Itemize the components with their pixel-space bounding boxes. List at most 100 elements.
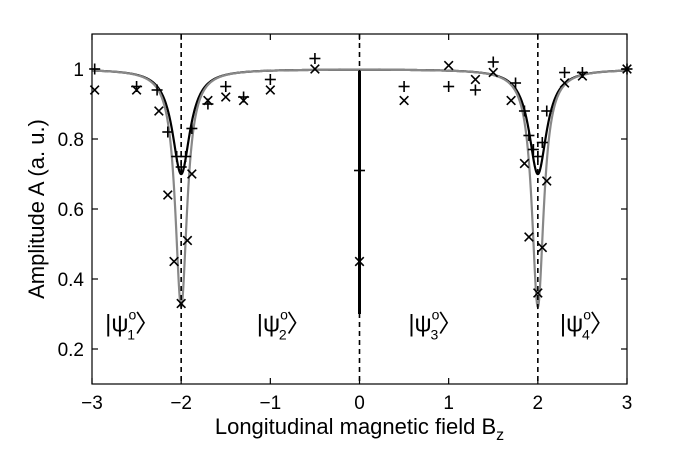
x-tick-label: 0 <box>354 393 365 414</box>
point-cross-20 <box>524 232 534 242</box>
cross-b <box>265 85 276 95</box>
point-cross-23 <box>541 176 552 186</box>
cross-b <box>154 106 164 116</box>
region-sub: 4 <box>582 327 590 343</box>
point-cross-16 <box>470 74 481 85</box>
region-label-3: |ψo 3〉 <box>408 307 462 343</box>
region-label-2: |ψo 2〉 <box>257 307 311 343</box>
cross-b <box>519 158 530 169</box>
cross-b <box>238 95 249 106</box>
cross-b <box>443 60 454 71</box>
cross-b <box>577 71 588 81</box>
point-cross-15 <box>443 60 454 71</box>
point-plus-21 <box>527 144 539 155</box>
cross-b <box>203 95 213 106</box>
point-cross-6 <box>182 235 193 246</box>
cross-b <box>532 288 543 298</box>
point-cross-14 <box>399 95 409 106</box>
point-plus-24 <box>541 105 553 117</box>
cross-b <box>354 256 365 267</box>
point-cross-2 <box>154 106 164 116</box>
y-tick-label: 0.2 <box>58 340 84 361</box>
cross-b <box>187 169 197 179</box>
cross-b <box>176 298 187 309</box>
region-psi: |ψ <box>408 311 431 338</box>
point-plus-23 <box>536 137 548 148</box>
cross-b <box>559 78 570 88</box>
x-tick-label: −2 <box>170 393 192 414</box>
region-close: 〉 <box>287 311 311 338</box>
y-tick-label: 0.8 <box>58 130 84 151</box>
y-axis-label: Amplitude A (a. u.) <box>24 119 49 299</box>
point-plus-11 <box>264 74 276 85</box>
point-cross-10 <box>238 95 249 106</box>
cross-b <box>541 176 552 186</box>
x-tick-label: 3 <box>622 393 633 414</box>
point-plus-16 <box>469 84 481 96</box>
y-tick-label: 1 <box>73 60 84 81</box>
point-cross-25 <box>577 71 588 81</box>
point-cross-1 <box>131 85 142 95</box>
x-tick-label: 1 <box>443 393 454 414</box>
cross-b <box>506 95 516 106</box>
point-cross-8 <box>203 95 213 106</box>
region-psi: |ψ <box>257 311 280 338</box>
region-labels: |ψo 1〉 |ψo 2〉 |ψo 3〉 |ψo 4〉 <box>105 307 614 343</box>
point-cross-24 <box>559 78 570 88</box>
region-close: 〉 <box>590 311 614 338</box>
cross-b <box>310 64 320 74</box>
cross-b <box>169 256 179 267</box>
point-plus-20 <box>523 130 535 141</box>
point-cross-11 <box>265 85 276 95</box>
cross-b <box>220 92 231 102</box>
point-cross-19 <box>519 158 530 169</box>
point-plus-15 <box>443 81 455 92</box>
region-sup: o <box>280 307 288 323</box>
region-psi: |ψ <box>560 311 583 338</box>
cross-b <box>470 74 481 85</box>
point-plus-19 <box>518 105 530 117</box>
point-plus-14 <box>398 81 410 92</box>
point-cross-21 <box>532 288 543 298</box>
point-cross-9 <box>220 92 231 102</box>
region-label-4: |ψo 4〉 <box>560 307 614 343</box>
point-plus-12 <box>309 53 321 64</box>
cross-b <box>399 95 409 106</box>
point-plus-7 <box>186 123 198 134</box>
region-sup: o <box>432 307 440 323</box>
x-axis-label-sub: z <box>496 427 504 444</box>
axes: −3 −2 −1 0 1 2 3 0.2 0.4 0.6 0.8 1 <box>58 33 633 414</box>
y-tick-label: 0.4 <box>58 270 85 291</box>
point-plus-9 <box>220 81 232 92</box>
point-cross-18 <box>506 95 516 106</box>
x-tick-label: 2 <box>533 393 544 414</box>
x-axis-label-main: Longitudinal magnetic field B <box>215 414 496 439</box>
region-sub: 3 <box>430 327 438 343</box>
point-cross-22 <box>537 242 548 253</box>
resonance-lines <box>180 34 539 384</box>
x-tick-label: −1 <box>259 393 281 414</box>
cross-b <box>162 190 173 200</box>
x-axis-label: Longitudinal magnetic field Bz <box>215 414 504 444</box>
cross-b <box>537 242 548 253</box>
cross-b <box>182 235 193 246</box>
point-cross-7 <box>187 169 197 179</box>
region-sup: o <box>129 307 137 323</box>
point-plus-18 <box>510 77 522 89</box>
point-plus-25 <box>559 67 571 78</box>
region-sub: 2 <box>279 327 287 343</box>
y-tick-label: 0.6 <box>58 200 84 221</box>
region-psi: |ψ <box>105 311 128 338</box>
point-cross-13 <box>354 256 365 267</box>
region-close: 〉 <box>438 311 462 338</box>
point-cross-17 <box>488 67 499 78</box>
point-cross-4 <box>169 256 179 267</box>
cross-b <box>131 85 142 95</box>
point-plus-17 <box>487 56 499 68</box>
point-plus-3 <box>162 126 174 138</box>
point-plus-2 <box>151 84 163 96</box>
region-label-1: |ψo 1〉 <box>105 307 159 343</box>
point-cross-12 <box>310 64 320 74</box>
